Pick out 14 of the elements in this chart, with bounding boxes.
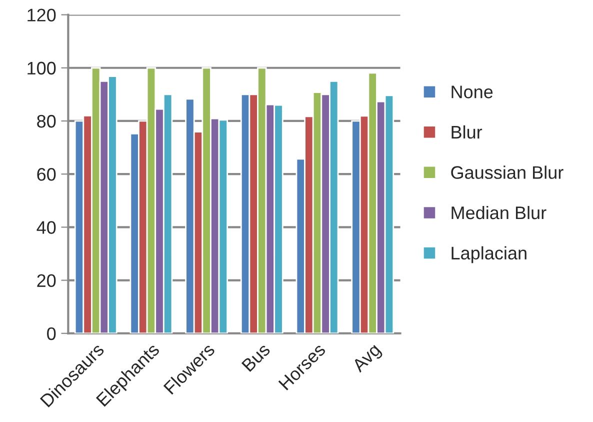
y-tick-label: 20 [37,274,56,287]
legend-label: Blur [452,125,482,139]
y-tick-label: 0 [47,327,56,340]
y-tick-label: 120 [28,8,56,22]
y-tick-label: 100 [28,62,56,75]
x-tick-label: Bus [241,342,271,372]
y-tick-label: 80 [37,114,56,128]
legend-label: Laplacian [452,246,526,264]
y-tick-label: 60 [37,168,56,181]
legend-label: Median Blur [452,206,546,220]
legend-label: None [452,86,493,98]
legend-label: Gaussian Blur [451,166,564,179]
y-tick-label: 40 [36,221,56,234]
x-tick-label: Avg [351,343,384,376]
